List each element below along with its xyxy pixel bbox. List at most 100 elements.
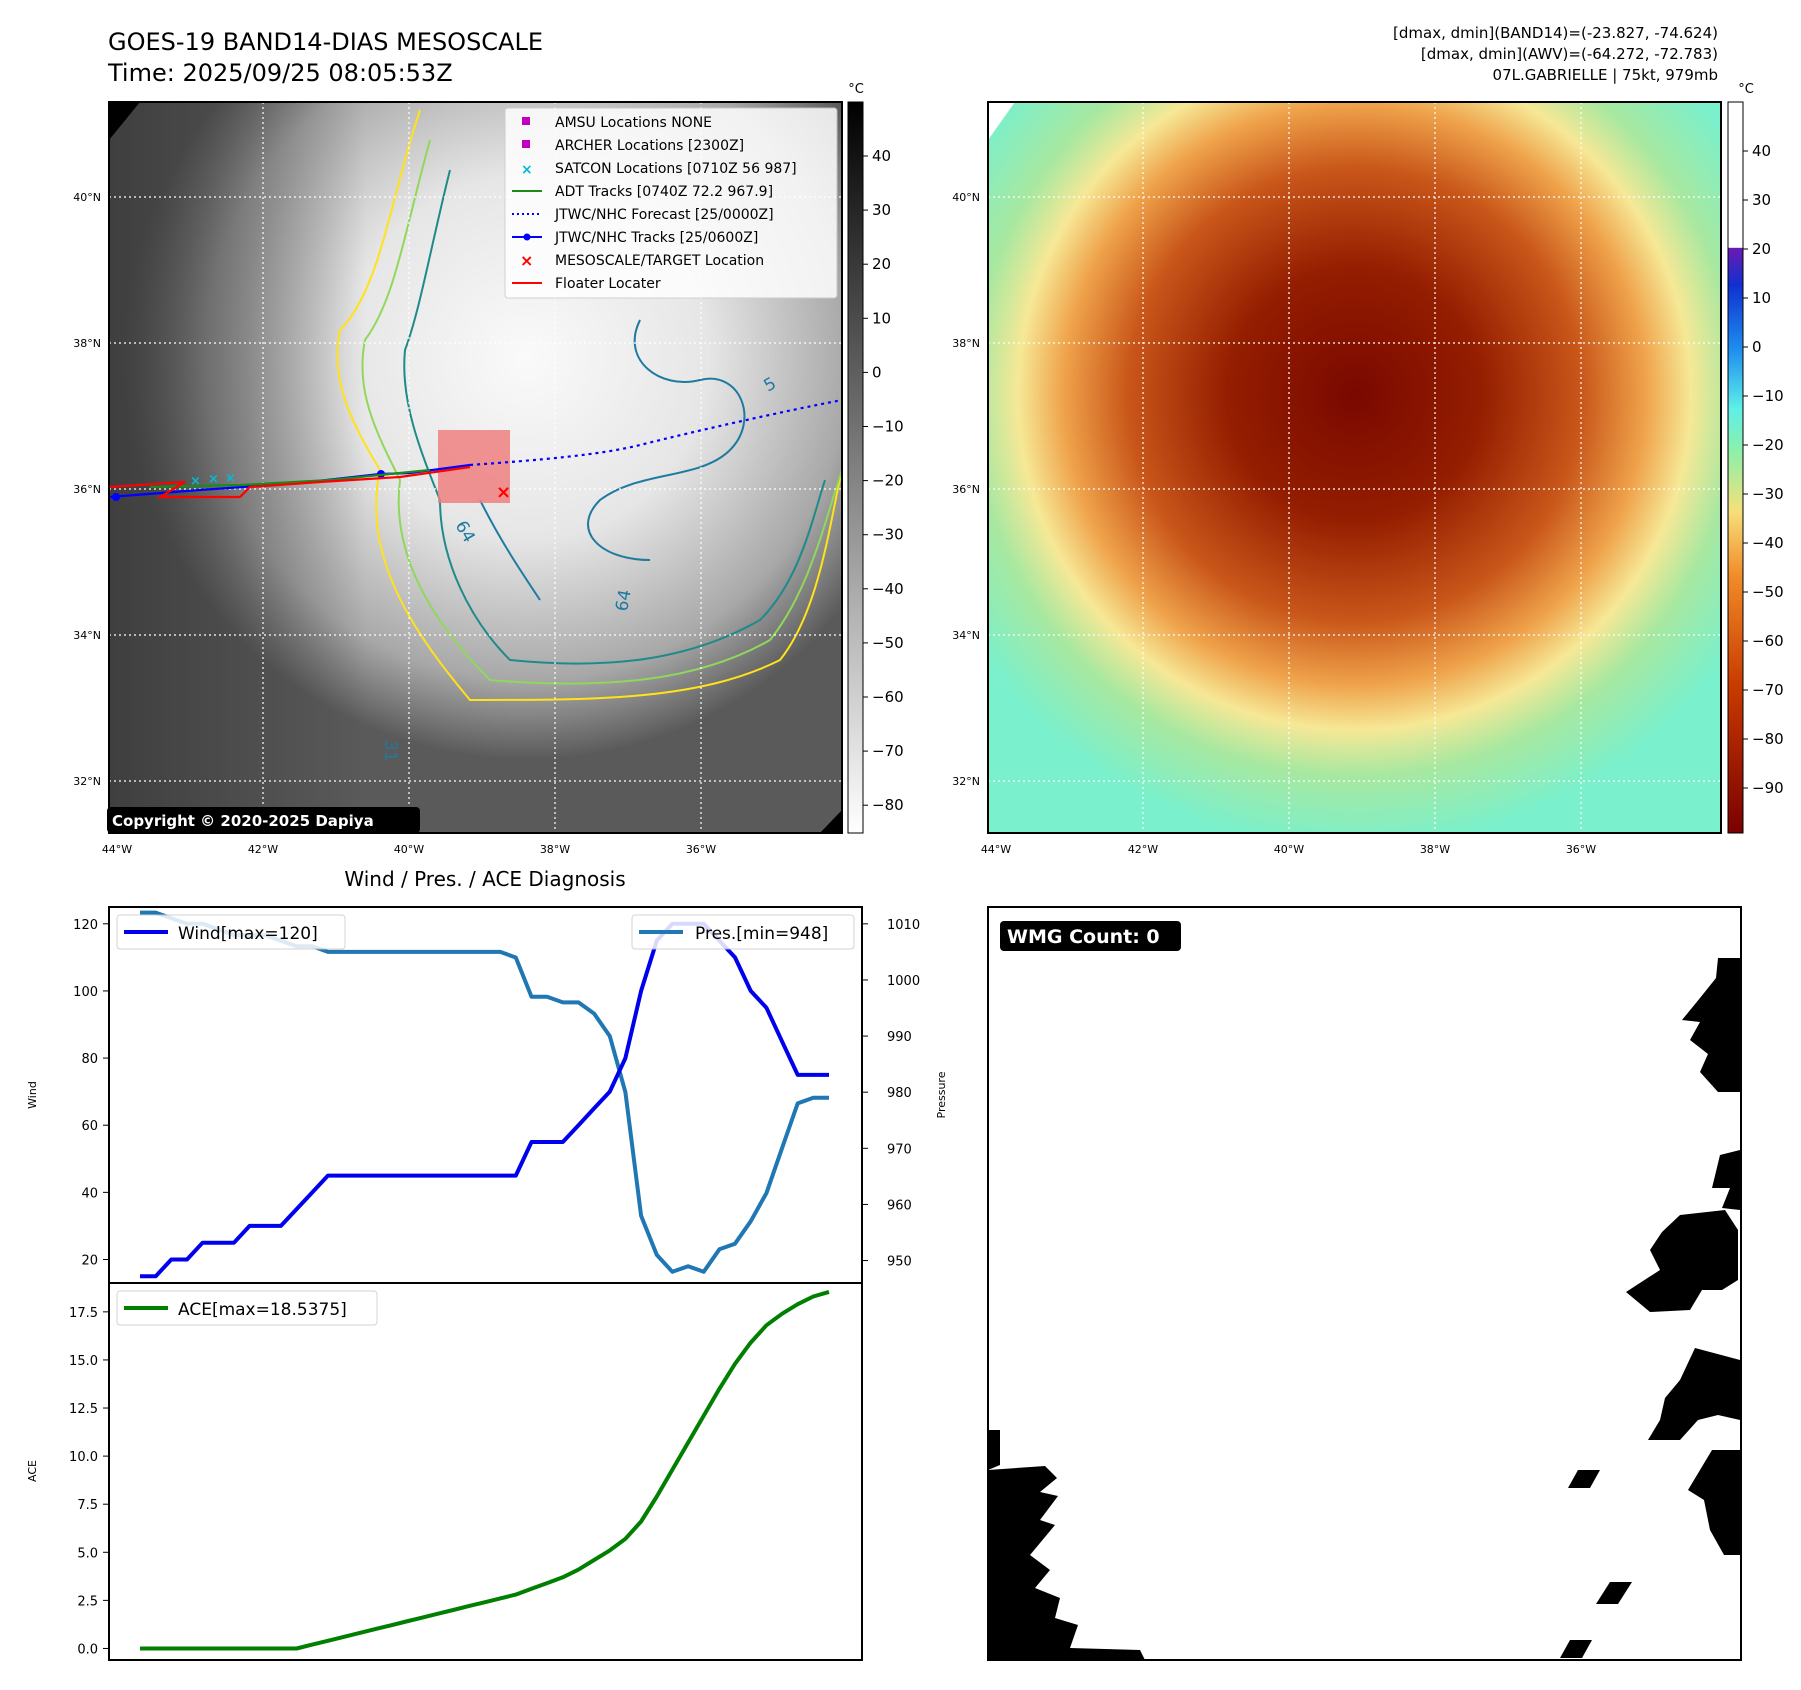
awv-lat-labels: 40°N 38°N 36°N 34°N 32°N — [952, 191, 980, 788]
ir-map-panel: 64 64 31 5 — [73, 101, 843, 856]
wind-axis-tick-label: 100 — [73, 985, 98, 1000]
colorbar-gray-tick-label: 40 — [872, 147, 891, 165]
colorbar-color-tick-label: −50 — [1752, 583, 1784, 601]
colorbar-gray-tick-label: −50 — [872, 634, 904, 652]
awv-map-frame — [987, 101, 1722, 834]
pressure-axis-tick-label: 970 — [887, 1142, 912, 1157]
ace-axis-tick-label: 15.0 — [69, 1354, 98, 1369]
colorbar-gray-tick-label: −30 — [872, 526, 904, 544]
awv-image — [988, 102, 1721, 833]
colorbar-gray-tick-label: 10 — [872, 309, 891, 327]
satcon-marks: × × × — [190, 471, 236, 489]
ir-map-frame — [108, 101, 843, 834]
figure-time: Time: 2025/09/25 08:05:53Z — [107, 59, 453, 87]
pressure-axis-tick-label: 1010 — [887, 918, 920, 933]
colorbar-color-tick-label: −20 — [1752, 436, 1784, 454]
colorbar-gray-tick-label: 0 — [872, 363, 882, 381]
colorbar-gray-tick-label: −20 — [872, 472, 904, 490]
lon-label: 40°W — [1274, 843, 1304, 856]
contour-yellow — [336, 109, 842, 702]
colorbar-color-tick-label: −70 — [1752, 681, 1784, 699]
svg-text:×: × — [190, 474, 201, 489]
diagnosis-title: Wind / Pres. / ACE Diagnosis — [344, 867, 625, 891]
floater-track — [109, 465, 471, 499]
wind-axis-tick-label: 40 — [81, 1186, 98, 1201]
wind-axis-tick-label: 60 — [81, 1119, 98, 1134]
lon-label: 44°W — [102, 843, 132, 856]
lat-label: 32°N — [952, 775, 980, 788]
ace-axis-tick-label: 17.5 — [69, 1306, 98, 1321]
colorbar-color-tick-label: −90 — [1752, 779, 1784, 797]
svg-text:×: × — [521, 162, 533, 178]
wind-axis-tick-label: 20 — [81, 1254, 98, 1269]
svg-text:×: × — [225, 471, 236, 486]
info-storm: 07L.GABRIELLE | 75kt, 979mb — [1493, 66, 1718, 84]
lat-label: 36°N — [952, 483, 980, 496]
wmg-panel: WMG Count: 0 — [987, 906, 1742, 1661]
pressure-axis-tick-label: 980 — [887, 1086, 912, 1101]
target-marker: × — [496, 482, 511, 503]
copyright: Copyright © 2020-2025 Dapiya — [112, 812, 374, 830]
ace-axis-label: ACE — [26, 1460, 39, 1482]
wmg-mask-blobs — [988, 958, 1740, 1660]
lon-label: 42°W — [1128, 843, 1158, 856]
adt-track — [149, 468, 431, 489]
pressure-axis-tick-label: 950 — [887, 1255, 912, 1270]
ace-legend: ACE[max=18.5375] — [116, 1290, 378, 1326]
info-awv: [dmax, dmin](AWV)=(-64.272, -72.783) — [1421, 45, 1718, 63]
colorbar-gray-tick-label: −70 — [872, 742, 904, 760]
legend-floater: Floater Locater — [555, 276, 661, 292]
svg-text:×: × — [520, 251, 533, 270]
lon-label: 40°W — [394, 843, 424, 856]
colorbar-gray-tick-label: −40 — [872, 580, 904, 598]
lat-label: 32°N — [73, 775, 101, 788]
colorbar-color-tick-label: 40 — [1752, 142, 1771, 160]
colorbar-gray-tick-label: 20 — [872, 255, 891, 273]
copyright-box — [107, 807, 420, 833]
colorbar-color-tick-label: −30 — [1752, 485, 1784, 503]
awv-gridlines — [988, 102, 1721, 833]
pressure-axis-tick-label: 960 — [887, 1198, 912, 1213]
awv-map-panel: 40°N 38°N 36°N 34°N 32°N 44°W 42°W 40°W … — [952, 101, 1722, 856]
legend-forecast: JTWC/NHC Forecast [25/0000Z] — [554, 207, 774, 223]
contour-label: 64 — [612, 588, 635, 613]
wmg-count: WMG Count: 0 — [1007, 926, 1160, 948]
awv-lon-labels: 44°W 42°W 40°W 38°W 36°W — [981, 843, 1596, 856]
map-legend: AMSU Locations NONE ARCHER Locations [23… — [504, 107, 838, 299]
lat-label: 36°N — [73, 483, 101, 496]
colorbar-color-tick-label: −40 — [1752, 534, 1784, 552]
lon-label: 42°W — [248, 843, 278, 856]
svg-text:×: × — [208, 472, 219, 487]
ace-axis-tick-label: 2.5 — [77, 1594, 98, 1609]
lat-label: 38°N — [952, 337, 980, 350]
ace-axis-tick-label: 7.5 — [77, 1498, 98, 1513]
legend-adt: ADT Tracks [0740Z 72.2 967.9] — [555, 184, 773, 200]
lon-label: 38°W — [540, 843, 570, 856]
colorbar-gray-tick-label: 30 — [872, 201, 891, 219]
floater-box — [438, 430, 510, 503]
legend-archer: ARCHER Locations [2300Z] — [555, 138, 744, 154]
lat-label: 34°N — [73, 629, 101, 642]
pressure-axis-label: Pressure — [935, 1071, 948, 1118]
colorbar-gray-tick-label: −10 — [872, 418, 904, 436]
contour-label: 31 — [380, 740, 400, 762]
lat-label: 40°N — [952, 191, 980, 204]
wind-legend-label: Wind[max=120] — [178, 924, 318, 944]
wind-axis-tick-label: 80 — [81, 1052, 98, 1067]
legend-target: MESOSCALE/TARGET Location — [555, 253, 764, 269]
legend-amsu: AMSU Locations NONE — [555, 115, 712, 131]
colorbar-gray-tick-label: −60 — [872, 688, 904, 706]
wind-legend: Wind[max=120] — [116, 914, 346, 950]
ir-lat-labels: 40°N 38°N 36°N 34°N 32°N — [73, 191, 101, 788]
contour-green — [361, 139, 842, 685]
figure-title: GOES-19 BAND14-DIAS MESOSCALE — [108, 28, 543, 56]
lat-label: 34°N — [952, 629, 980, 642]
pressure-axis-tick-label: 1000 — [887, 974, 920, 989]
wmg-count-badge — [1000, 921, 1181, 951]
lon-label: 36°W — [686, 843, 716, 856]
colorbar-color-tick-label: 30 — [1752, 191, 1771, 209]
ace-line — [140, 1289, 830, 1651]
wind-axis-tick-label: 120 — [73, 918, 98, 933]
lon-label: 38°W — [1420, 843, 1450, 856]
